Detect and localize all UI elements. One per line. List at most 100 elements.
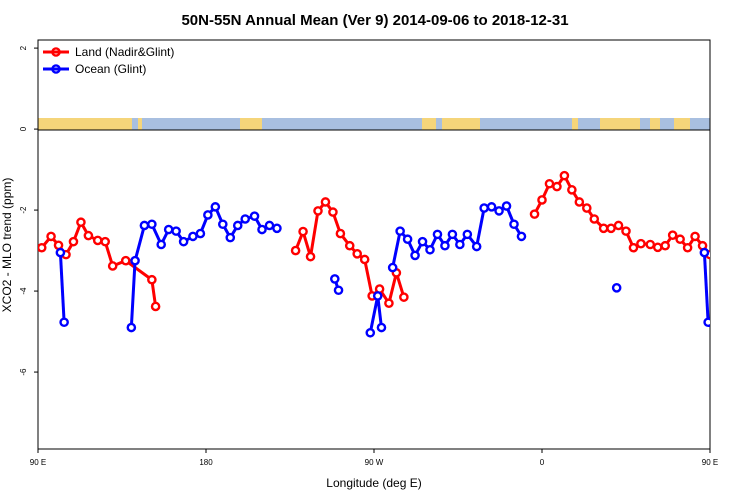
data-point — [703, 317, 710, 328]
data-point — [376, 322, 387, 333]
y-axis-label: XCO2 - MLO trend (ppm) — [0, 178, 14, 313]
legend-ocean-label: Ocean (Glint) — [75, 62, 146, 76]
data-point — [232, 220, 243, 231]
data-point — [410, 250, 420, 261]
legend-land-marker — [51, 47, 61, 57]
data-point — [447, 229, 458, 240]
data-point — [384, 298, 394, 309]
x-tick-label: 90 E — [30, 458, 46, 467]
land-ocean-strip — [38, 118, 710, 130]
data-point — [509, 219, 519, 230]
data-point — [305, 251, 316, 262]
data-point — [589, 214, 600, 224]
data-point — [107, 261, 118, 271]
data-point — [402, 234, 413, 245]
series-ocean — [55, 201, 710, 338]
data-point — [636, 238, 646, 249]
data-point — [567, 185, 577, 195]
x-axis: 90 E 180 90 W 0 90 E — [30, 449, 718, 467]
legend-ocean-marker — [51, 64, 61, 74]
data-point — [359, 254, 370, 265]
land-strip-segment — [240, 118, 262, 130]
data-point — [171, 226, 181, 236]
data-point — [645, 239, 656, 250]
x-axis-label: Longitude (deg E) — [326, 476, 421, 490]
data-point — [290, 245, 301, 256]
data-point — [559, 170, 570, 181]
data-point — [150, 301, 161, 312]
series-land — [38, 170, 745, 312]
data-point — [372, 291, 383, 301]
data-point — [395, 226, 405, 236]
data-point — [537, 195, 547, 205]
data-point — [486, 202, 497, 212]
data-point — [574, 197, 585, 207]
land-strip-segment — [650, 118, 660, 130]
data-point — [738, 237, 745, 244]
data-point — [139, 220, 150, 231]
data-point — [714, 238, 721, 245]
data-point — [628, 242, 639, 253]
data-point — [682, 242, 693, 253]
data-point — [335, 228, 346, 239]
data-point — [667, 230, 678, 240]
data-point — [598, 223, 609, 234]
data-point — [210, 202, 221, 212]
data-point — [582, 203, 592, 213]
data-point — [249, 211, 260, 221]
y-tick-label: -6 — [19, 368, 28, 376]
x-tick-label: 0 — [540, 458, 545, 467]
data-point — [55, 247, 66, 258]
data-point — [494, 206, 504, 216]
data-point — [240, 214, 250, 224]
data-point — [516, 231, 527, 242]
data-point — [440, 240, 450, 251]
data-point — [387, 262, 398, 273]
data-point — [126, 322, 137, 333]
data-point — [156, 239, 166, 250]
data-point — [188, 231, 198, 242]
series-layer — [38, 170, 745, 338]
land-strip-segment — [600, 118, 640, 130]
data-point — [432, 229, 443, 240]
data-point — [552, 181, 562, 192]
data-point — [606, 223, 616, 234]
data-point — [652, 242, 663, 253]
data-point — [621, 226, 631, 236]
data-point — [147, 219, 157, 230]
data-point — [264, 220, 275, 231]
y-axis: 2 0 -2 -4 -6 — [19, 45, 38, 376]
land-strip-segment — [674, 118, 690, 130]
data-point — [298, 226, 308, 237]
data-point — [721, 219, 728, 226]
data-point — [462, 229, 473, 240]
data-point — [352, 249, 363, 259]
data-point — [272, 223, 282, 234]
land-strip-segment — [442, 118, 480, 130]
data-point — [92, 235, 103, 246]
data-point — [333, 285, 344, 296]
data-point — [471, 241, 482, 252]
data-point — [130, 255, 140, 266]
legend: Land (Nadir&Glint) Ocean (Glint) — [43, 45, 174, 76]
land-strip-segment — [422, 118, 436, 130]
y-tick-label: -2 — [19, 206, 28, 214]
series-line — [702, 252, 710, 323]
land-strip-segment — [38, 118, 132, 130]
y-tick-label: -4 — [19, 287, 28, 295]
chart-title: 50N-55N Annual Mean (Ver 9) 2014-09-06 t… — [181, 12, 568, 29]
data-point — [611, 283, 622, 293]
data-point — [479, 203, 489, 213]
x-tick-label: 90 W — [365, 458, 384, 467]
data-point — [53, 240, 64, 251]
x-tick-label: 180 — [199, 458, 213, 467]
data-point — [660, 240, 671, 251]
data-point — [399, 292, 409, 302]
data-point — [100, 236, 110, 247]
series-line — [58, 252, 66, 323]
data-point — [320, 197, 331, 207]
data-point — [147, 274, 157, 285]
data-point — [225, 232, 236, 243]
data-point — [257, 224, 267, 235]
data-point — [38, 242, 47, 253]
